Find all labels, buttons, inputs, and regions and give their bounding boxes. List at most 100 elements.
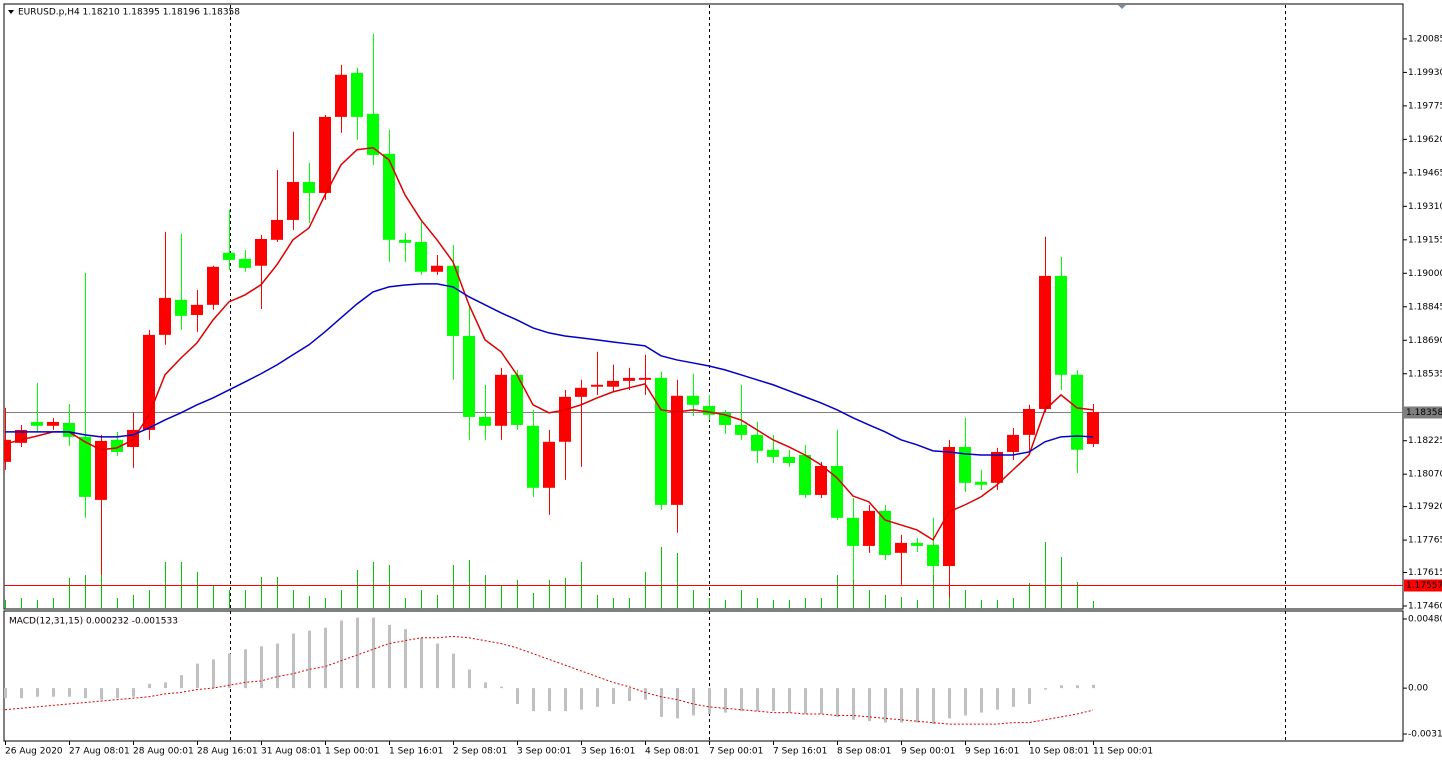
candle-body [1023, 408, 1035, 435]
macd-bar [996, 688, 999, 710]
candle-body [271, 219, 283, 240]
y-tick-label: 1.18225 [1408, 436, 1442, 446]
y-tick-label: 1.19155 [1408, 235, 1442, 245]
candle-body [1055, 275, 1067, 375]
candle-body [783, 456, 795, 463]
macd-bar [644, 688, 647, 700]
x-tick-label: 28 Aug 16:01 [197, 747, 258, 757]
period-separators [230, 5, 1286, 741]
macd-bar [692, 688, 695, 716]
candle-body [335, 74, 347, 117]
y-tick-label: -0.00319 [1408, 729, 1442, 739]
candle-body [927, 544, 939, 567]
candle-body [639, 377, 651, 380]
macd-bar [852, 688, 855, 720]
candle-body [911, 542, 923, 546]
macd-bar [388, 624, 391, 689]
macd-bar [420, 637, 423, 689]
candle-body [959, 446, 971, 483]
macd-bar [628, 688, 631, 702]
candle-body [47, 421, 59, 426]
candle-body [399, 239, 411, 243]
y-tick-label: 1.20085 [1408, 34, 1442, 44]
x-tick-label: 7 Sep 16:01 [773, 747, 827, 757]
macd-bar [260, 646, 263, 689]
macd-bar [148, 683, 151, 689]
macd-bar [100, 688, 103, 700]
candle-body [159, 297, 171, 335]
macd-plot [4, 617, 1095, 725]
macd-bar [196, 663, 199, 689]
candle-body [703, 405, 715, 415]
candle-body [1007, 434, 1019, 452]
macd-bar [532, 688, 535, 712]
candle-body [591, 384, 603, 387]
candle-body [655, 377, 667, 505]
candle-body [447, 265, 459, 336]
y-tick-label: 1.19310 [1408, 202, 1442, 212]
macd-title: MACD(12,31,15) 0.000232 -0.001533 [9, 617, 178, 627]
candle-body [463, 335, 475, 417]
y-tick-label: 1.18690 [1408, 336, 1442, 346]
macd-bar [804, 688, 807, 715]
x-tick-label: 31 Aug 08:01 [261, 747, 322, 757]
candle-body [847, 517, 859, 546]
macd-bar [740, 688, 743, 712]
x-tick-label: 28 Aug 00:01 [133, 747, 194, 757]
candle-body [559, 396, 571, 442]
x-tick-label: 27 Aug 08:01 [69, 747, 130, 757]
x-tick-label: 1 Sep 00:01 [325, 747, 379, 757]
y-tick-label: 0.004807 [1408, 615, 1442, 625]
candle-body [879, 510, 891, 555]
macd-bar [340, 620, 343, 689]
candle-body [79, 436, 91, 497]
candle-body [751, 434, 763, 451]
candle-body [1071, 374, 1083, 450]
y-tick-label: 1.17920 [1408, 502, 1442, 512]
signal-line [4, 635, 1094, 725]
y-tick-label: 1.18535 [1408, 369, 1442, 379]
macd-bar [484, 682, 487, 689]
macd-bar [452, 653, 455, 689]
macd-bar [612, 688, 615, 704]
macd-bar [756, 688, 759, 712]
macd-bar [788, 688, 791, 713]
x-tick-label: 11 Sep 00:01 [1093, 747, 1153, 757]
candle-body [95, 440, 107, 500]
candle-body [527, 425, 539, 488]
axes: 1.18358 1.17557 1.20085 1.19930 1.19775 1.196… [5, 34, 1442, 757]
candle-body [1039, 275, 1051, 409]
price-label-box [1404, 579, 1442, 592]
x-tick-label: 9 Sep 00:01 [901, 747, 955, 757]
macd-bar [516, 688, 519, 704]
candle-body [799, 454, 811, 495]
macd-bar [564, 688, 567, 712]
x-tick-label: 26 Aug 2020 [5, 747, 63, 757]
x-tick-label: 2 Sep 08:01 [453, 747, 507, 757]
macd-bar [356, 617, 359, 689]
y-tick-label: 1.19775 [1408, 101, 1442, 111]
candle-body [175, 299, 187, 316]
macd-bar [724, 688, 727, 713]
y-tick-label: 1.19620 [1408, 135, 1442, 145]
candle-body [815, 465, 827, 495]
macd-bar [916, 688, 919, 723]
candle-body [207, 266, 219, 305]
x-tick-label: 8 Sep 08:01 [837, 747, 891, 757]
macd-bar [580, 688, 583, 710]
macd-panel [3, 610, 1404, 742]
chart-title: EURUSD.p,H4 1.18210 1.18395 1.18196 1.18… [18, 8, 240, 18]
y-tick-label: 1.19465 [1408, 168, 1442, 178]
macd-bar [68, 688, 71, 697]
x-tick-label: 9 Sep 16:01 [965, 747, 1019, 757]
macd-bar [4, 688, 7, 699]
macd-bar [932, 688, 935, 725]
y-tick-label: 1.17765 [1408, 536, 1442, 546]
candle-body [495, 374, 507, 426]
candle-body [895, 542, 907, 553]
macd-bar [980, 688, 983, 713]
candle-body [767, 449, 779, 457]
candle-body [623, 377, 635, 381]
candle-body [991, 451, 1003, 483]
